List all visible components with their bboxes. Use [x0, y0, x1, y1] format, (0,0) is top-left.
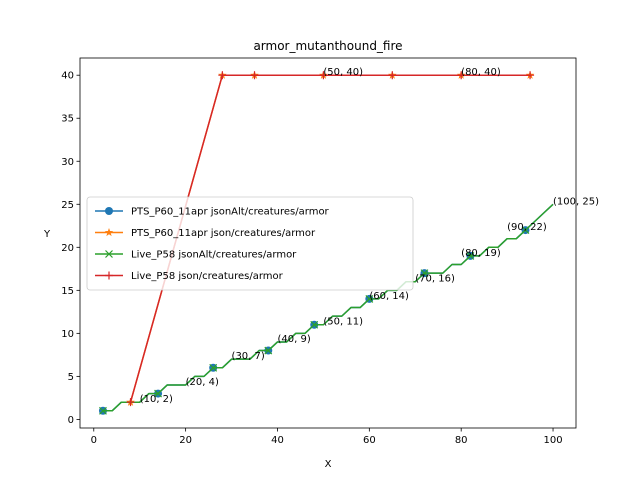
x-tick-label: 40: [271, 435, 284, 446]
series-4-point: [126, 398, 135, 407]
series-3-point: [264, 346, 273, 355]
legend: PTS_P60_11apr jsonAlt/creatures/armor PTS…: [86, 196, 414, 291]
x-axis-label: X: [325, 459, 332, 470]
y-tick-label: 5: [68, 372, 74, 383]
y-axis-label: Y: [43, 229, 51, 240]
series-4-point: [319, 71, 328, 80]
y-tick-label: 10: [61, 329, 74, 340]
data-annotation: (40, 9): [277, 334, 310, 345]
y-tick-label: 30: [61, 157, 74, 168]
x-tick-label: 80: [455, 435, 468, 446]
y-tick-label: 35: [61, 114, 74, 125]
series-3-point: [466, 251, 475, 260]
y-tick-label: 40: [61, 71, 74, 82]
legend-marker: [105, 271, 113, 280]
data-annotation: (90, 22): [507, 222, 547, 233]
legend-marker: [105, 207, 113, 215]
x-tick-label: 100: [543, 435, 562, 446]
series-3-point: [154, 389, 162, 398]
legend-entry: Live_P58 json/creatures/armor: [95, 271, 284, 282]
legend-marker: [105, 250, 113, 258]
series-3-point: [209, 363, 218, 372]
x-tick-label: 60: [363, 435, 376, 446]
data-annotation: (10, 2): [140, 394, 173, 405]
series-4-point: [388, 71, 397, 80]
legend-entry: Live_P58 jsonAlt/creatures/armor: [95, 250, 297, 261]
data-annotation: (80, 40): [461, 67, 501, 78]
legend-box: [86, 196, 414, 291]
data-annotation: (20, 4): [186, 377, 219, 388]
data-annotation: (70, 16): [415, 274, 455, 285]
series-3-point: [521, 226, 530, 235]
series-group: [98, 70, 554, 415]
data-annotation: (50, 40): [323, 67, 363, 78]
data-annotation: (50, 11): [323, 317, 363, 328]
plot-area: 0 20 40 60 80 100 0 5 10 15 20 25 30 35 40 (10, 2) (20, …: [61, 57, 599, 446]
series-4-point: [250, 71, 259, 80]
x-tick-label: 20: [179, 435, 192, 446]
legend-marker: [104, 228, 114, 237]
series-4-point: [526, 71, 535, 80]
legend-label: Live_P58 json/creatures/armor: [131, 271, 284, 282]
legend-label: PTS_P60_11apr json/creatures/armor: [131, 228, 316, 239]
legend-label: Live_P58 jsonAlt/creatures/armor: [131, 250, 297, 261]
y-tick-label: 0: [68, 415, 74, 426]
x-tick-label: 0: [91, 435, 97, 446]
series-3-point: [420, 269, 429, 278]
axes-frame: [79, 57, 577, 429]
y-tick-label: 25: [61, 200, 74, 211]
legend-entry: PTS_P60_11apr json/creatures/armor: [95, 228, 316, 239]
series-3-point: [310, 320, 319, 329]
series-3-point: [99, 406, 107, 415]
legend-label: PTS_P60_11apr jsonAlt/creatures/armor: [131, 207, 330, 218]
data-annotation: (60, 14): [369, 291, 409, 302]
chart-title: armor_mutanthound_fire: [253, 39, 402, 53]
y-tick-label: 20: [61, 243, 74, 254]
y-tick-label: 15: [61, 286, 74, 297]
data-annotation: (80, 19): [461, 248, 501, 259]
legend-entry: PTS_P60_11apr jsonAlt/creatures/armor: [95, 207, 330, 218]
data-annotation: (30, 7): [232, 351, 265, 362]
series-4-point: [457, 71, 466, 80]
series-3-point: [365, 295, 374, 303]
series-line-3: [102, 203, 554, 412]
series-4-point: [218, 71, 227, 80]
